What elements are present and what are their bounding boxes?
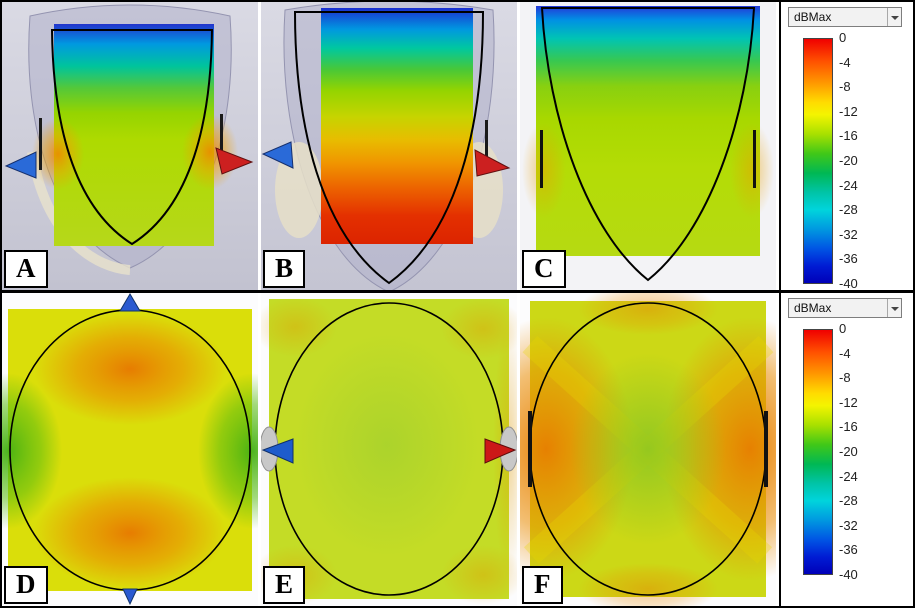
hotspot-top-edge <box>578 293 718 335</box>
panel-label: E <box>263 566 306 604</box>
row-top-views: D <box>2 293 913 606</box>
chevron-down-icon <box>887 299 901 317</box>
feed-cone-top-icon <box>119 293 141 312</box>
colorbar-tick-label: -4 <box>839 346 851 361</box>
coolspot-right <box>198 373 258 529</box>
colorbar-tick-label: -16 <box>839 128 858 143</box>
colorbar-tick-label: -40 <box>839 276 858 291</box>
colorbar-legend-bottom: dBMax 0 -4 -8 -12 -16 -20 -24 -28 -32 -3… <box>779 293 913 606</box>
colorbar-legend-top: dBMax 0 -4 -8 -12 -16 -20 -24 -28 -32 -3… <box>779 2 913 291</box>
hotspot-top <box>34 313 226 425</box>
colorbar-tick-label: -20 <box>839 153 858 168</box>
colorbar-gradient <box>803 38 833 284</box>
hotspot-right <box>730 122 774 218</box>
panel-label: F <box>522 566 563 604</box>
panel-f-plot <box>520 293 776 606</box>
colorbar: 0 -4 -8 -12 -16 -20 -24 -28 -32 -36 -40 <box>781 321 913 591</box>
colorbar-tick-label: -28 <box>839 493 858 508</box>
colorbar-gradient <box>803 329 833 575</box>
feed-arrow-left-icon <box>261 438 294 464</box>
colorbar-tick-label: 0 <box>839 321 847 336</box>
colorbar-tick-label: -8 <box>839 79 851 94</box>
field-plane <box>536 6 760 256</box>
colorbar-tick-label: -24 <box>839 469 858 484</box>
colorbar-tick-label: -20 <box>839 444 858 459</box>
head-outline <box>50 29 214 246</box>
colorbar-units-label: dBMax <box>794 10 832 24</box>
hotspot-corner <box>441 299 517 359</box>
feed-arrow-left-icon <box>4 151 37 179</box>
hotspot-bottom <box>34 477 226 589</box>
chevron-down-icon <box>887 8 901 26</box>
phantom-shell-left <box>275 142 323 238</box>
head-outline <box>540 7 756 282</box>
panel-c: C <box>520 2 776 290</box>
colorbar-tick-label: -36 <box>839 251 858 266</box>
panel-a-plot <box>2 2 258 290</box>
hotspot-left <box>32 118 84 190</box>
port-bar-right <box>220 114 223 162</box>
row-divider <box>2 290 913 293</box>
hotspot-left <box>522 122 566 218</box>
hotspot-corner <box>261 297 337 357</box>
panel-f: F <box>520 293 776 606</box>
colorbar-tick-label: -32 <box>839 518 858 533</box>
panel-b: B <box>261 2 517 290</box>
colorbar-tick-label: 0 <box>839 30 847 45</box>
panel-label: D <box>4 566 48 604</box>
panel-e-plot <box>261 293 517 606</box>
port-bar-right <box>764 411 768 487</box>
colorbar-tick-label: -24 <box>839 178 858 193</box>
panel-b-plot <box>261 2 517 290</box>
feed-arrow-right-icon <box>215 147 254 175</box>
hotspot-bottom-edge <box>578 563 718 606</box>
colorbar-tick-label: -12 <box>839 395 858 410</box>
colorbar-tick-label: -4 <box>839 55 851 70</box>
feed-cone-bottom-icon <box>122 588 138 606</box>
port-bar-left <box>528 411 532 487</box>
hotspot-corner <box>441 545 517 605</box>
colorbar-tick-label: -40 <box>839 567 858 582</box>
port-bar-left <box>39 118 42 170</box>
panel-d-plot <box>2 293 258 606</box>
coolspot-center <box>295 333 479 557</box>
field-plane <box>321 8 473 244</box>
feed-arrow-right-icon <box>484 438 517 464</box>
colorbar-tick-label: -8 <box>839 370 851 385</box>
colorbar-units-label: dBMax <box>794 301 832 315</box>
colorbar-tick-label: -28 <box>839 202 858 217</box>
port-bar-right <box>753 130 756 188</box>
panel-label: B <box>263 250 306 288</box>
panel-label: A <box>4 250 48 288</box>
panel-a: A <box>2 2 258 290</box>
feed-arrow-left-icon <box>261 141 294 169</box>
colorbar-units-dropdown[interactable]: dBMax <box>788 298 902 318</box>
coolspot-left <box>2 373 62 529</box>
panel-c-plot <box>520 2 776 290</box>
colorbar-tick-label: -16 <box>839 419 858 434</box>
panel-label: C <box>522 250 566 288</box>
colorbar-tick-label: -36 <box>839 542 858 557</box>
coolspot-center <box>570 353 726 545</box>
colorbar-tick-label: -32 <box>839 227 858 242</box>
panel-e: E <box>261 293 517 606</box>
port-bar-left <box>540 130 543 188</box>
panel-d: D <box>2 293 258 606</box>
colorbar: 0 -4 -8 -12 -16 -20 -24 -28 -32 -36 -40 <box>781 30 913 300</box>
row-side-views: A <box>2 2 913 291</box>
head-outline <box>293 11 485 285</box>
colorbar-tick-label: -12 <box>839 104 858 119</box>
hotspot-right <box>182 114 238 190</box>
colorbar-units-dropdown[interactable]: dBMax <box>788 7 902 27</box>
feed-arrow-right-icon <box>474 149 511 177</box>
port-bar-right <box>485 120 488 166</box>
